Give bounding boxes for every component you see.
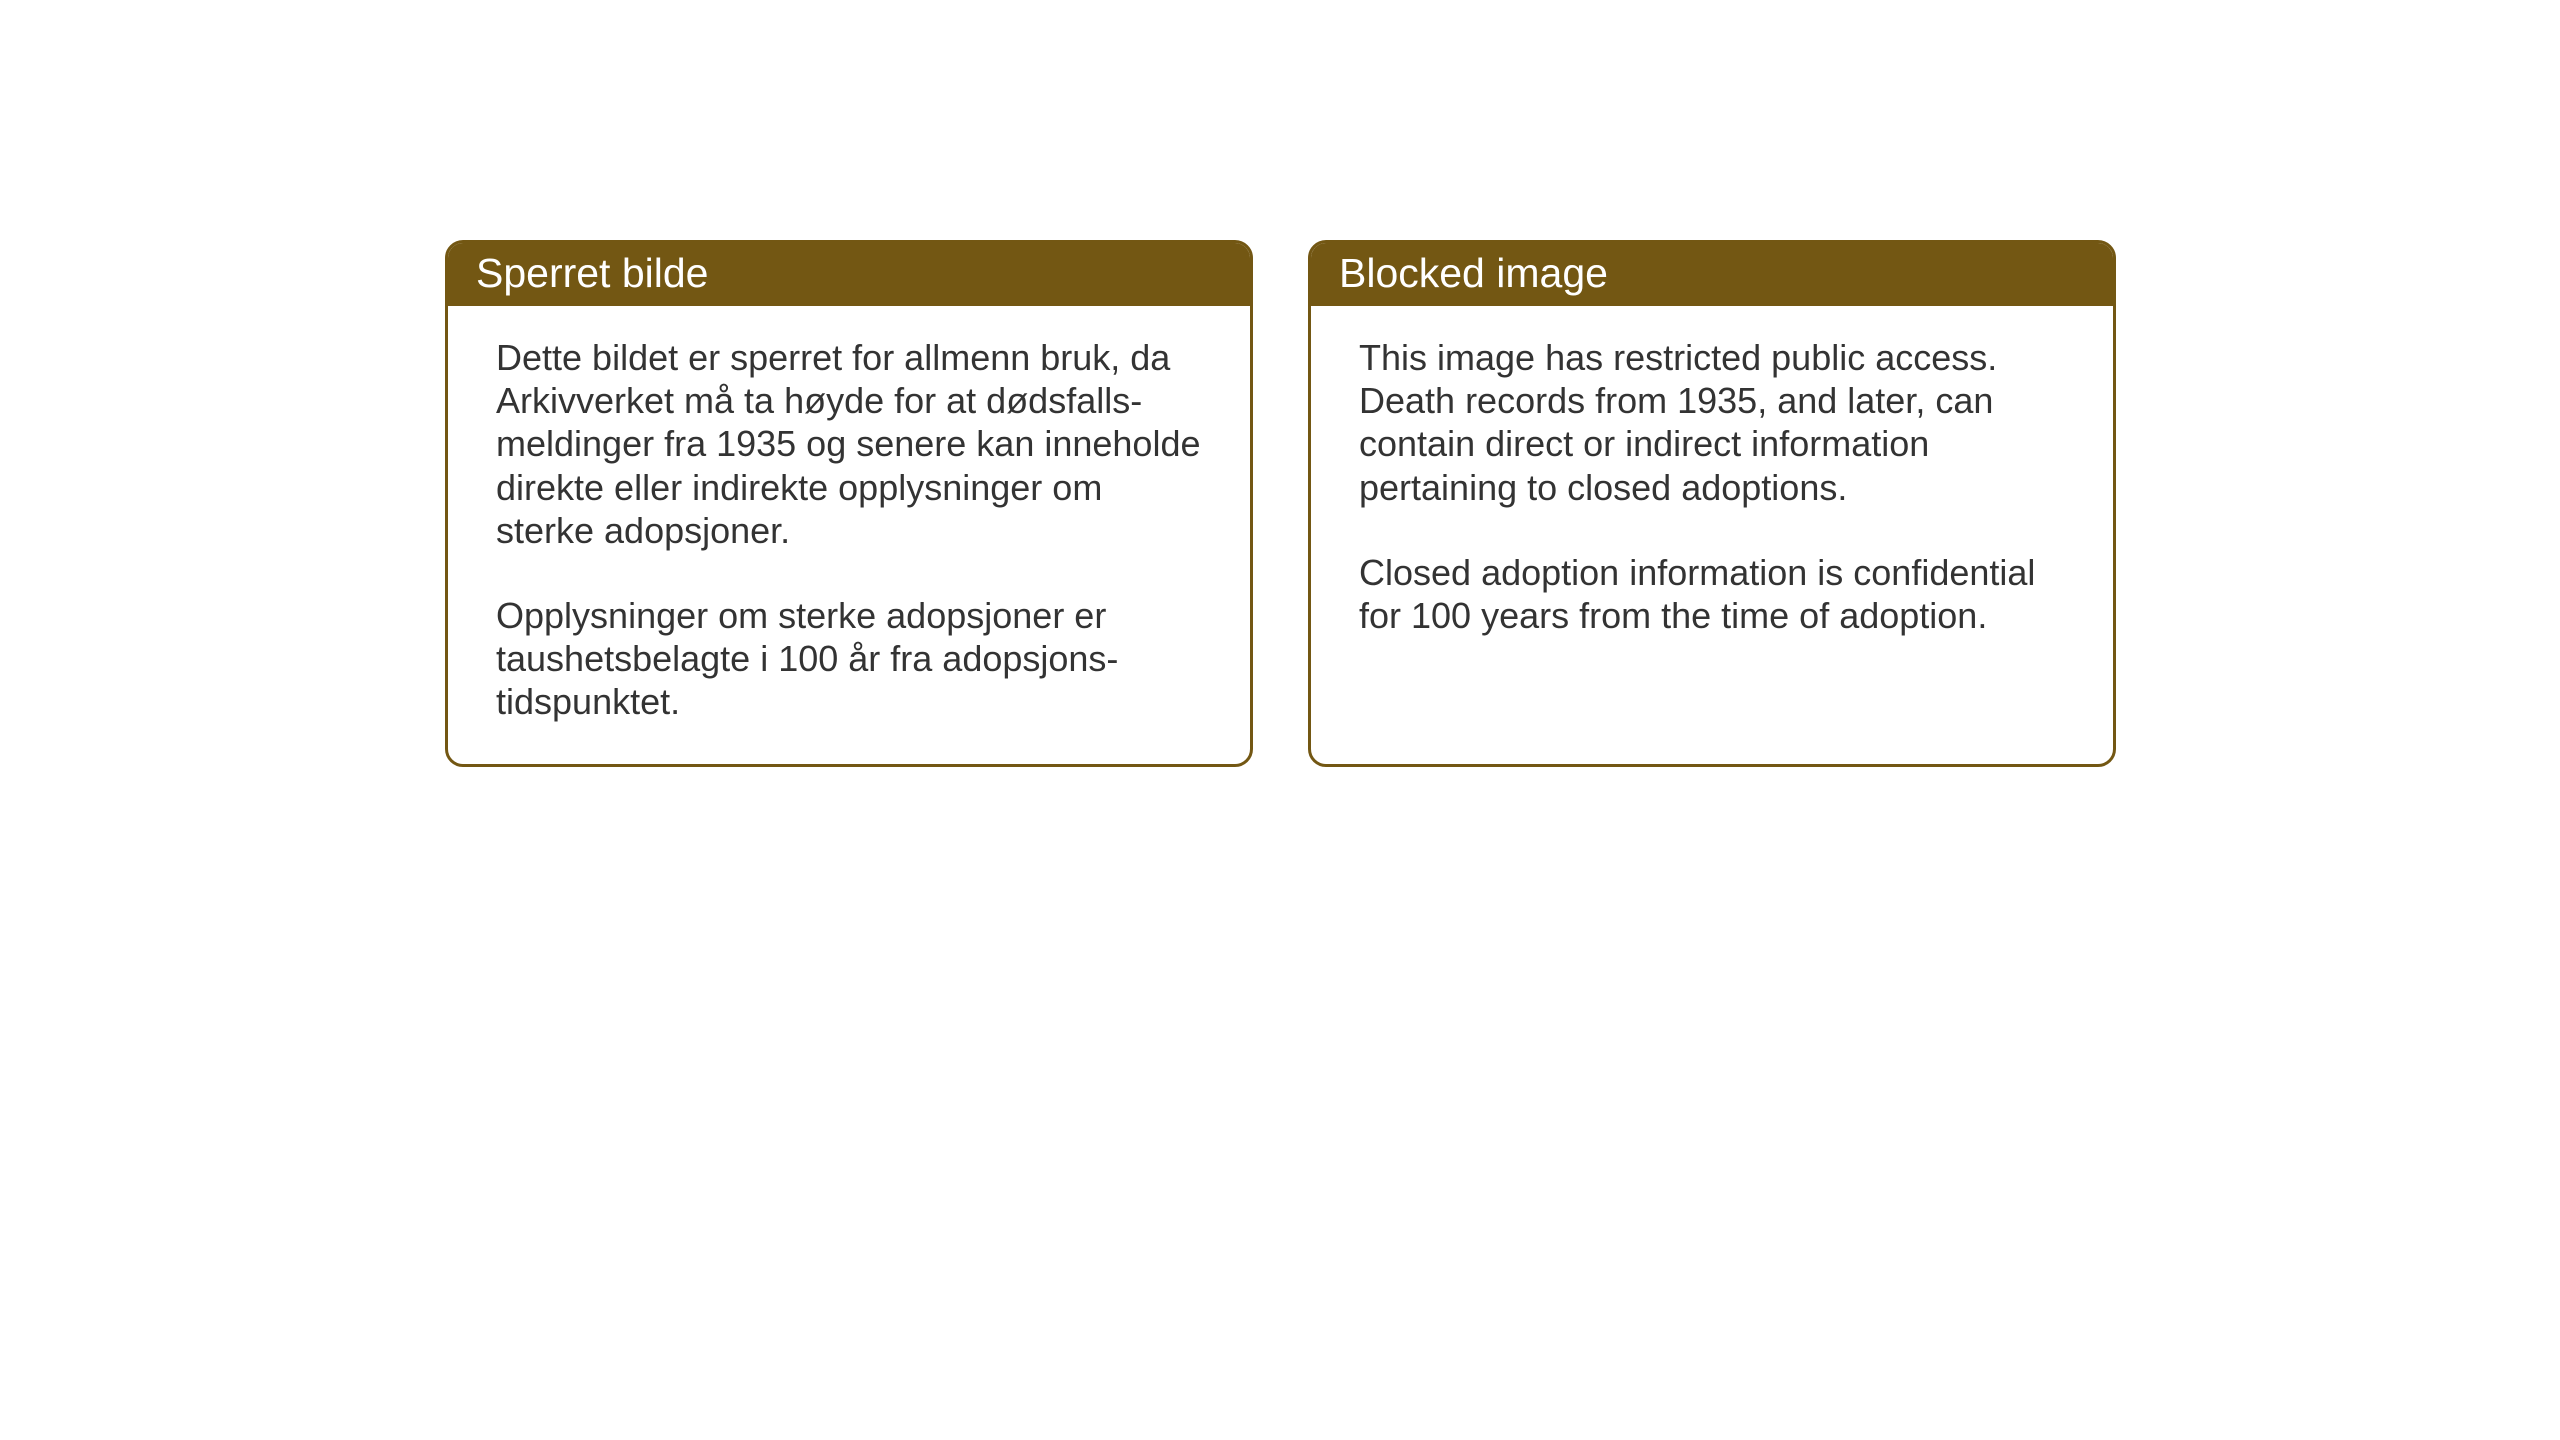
card-paragraph-2-english: Closed adoption information is confident…	[1359, 551, 2071, 637]
card-paragraph-1-norwegian: Dette bildet er sperret for allmenn bruk…	[496, 336, 1208, 552]
card-title-norwegian: Sperret bilde	[476, 250, 708, 296]
card-header-english: Blocked image	[1311, 243, 2113, 306]
card-title-english: Blocked image	[1339, 250, 1608, 296]
notice-card-norwegian: Sperret bilde Dette bildet er sperret fo…	[445, 240, 1253, 767]
card-body-norwegian: Dette bildet er sperret for allmenn bruk…	[448, 306, 1250, 764]
card-paragraph-1-english: This image has restricted public access.…	[1359, 336, 2071, 509]
notice-card-english: Blocked image This image has restricted …	[1308, 240, 2116, 767]
card-paragraph-2-norwegian: Opplysninger om sterke adopsjoner er tau…	[496, 594, 1208, 724]
card-body-english: This image has restricted public access.…	[1311, 306, 2113, 677]
card-header-norwegian: Sperret bilde	[448, 243, 1250, 306]
notice-container: Sperret bilde Dette bildet er sperret fo…	[445, 240, 2116, 767]
